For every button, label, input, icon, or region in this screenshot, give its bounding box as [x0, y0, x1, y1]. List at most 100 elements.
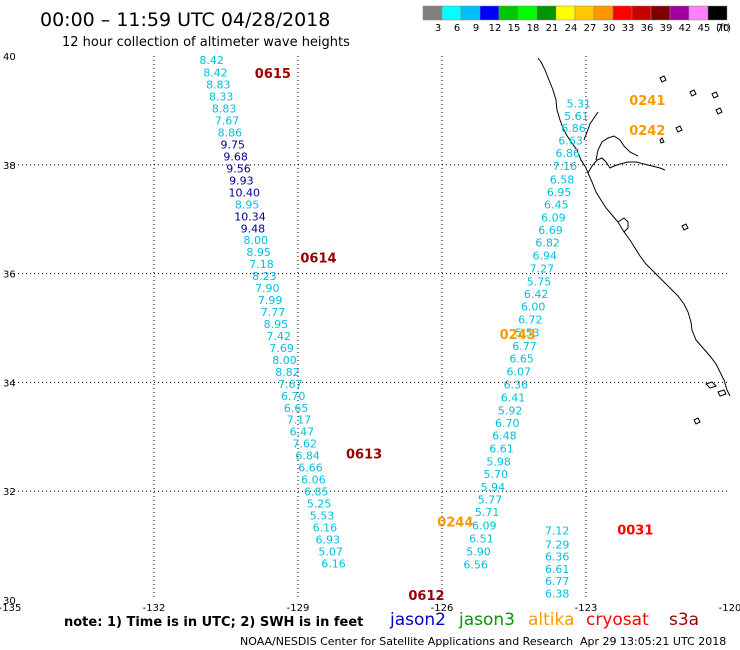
swh-value: 6.36 — [504, 378, 529, 391]
swh-value: 6.00 — [521, 301, 546, 314]
swh-value: 6.86 — [561, 122, 586, 135]
san-pablo-bay — [595, 135, 639, 161]
altimeter-tracks: 8.428.428.838.338.837.678.869.759.689.56… — [199, 54, 665, 604]
tomales-bay — [583, 111, 599, 141]
track-s3a: 8.428.428.838.338.837.678.869.759.689.56… — [199, 54, 444, 604]
swh-value: 5.70 — [484, 468, 509, 481]
swh-value: 9.48 — [241, 222, 266, 235]
x-tick-label: -123 — [575, 603, 598, 614]
color-scale-label: 6 — [454, 23, 460, 34]
lake-marker — [681, 223, 689, 231]
swh-value: 5.92 — [498, 404, 523, 417]
color-scale-swatch — [650, 5, 671, 21]
credit-text: NOAA/NESDIS Center for Satellite Applica… — [240, 635, 573, 648]
legend-jason3: jason3 — [458, 610, 515, 630]
track-cryosat: 7.127.296.366.616.776.38 0031 — [545, 524, 653, 601]
swh-value: 5.98 — [486, 456, 511, 469]
swh-value: 6.65 — [284, 402, 309, 415]
swh-value: 6.86 — [556, 147, 581, 160]
color-scale-label: 15 — [508, 23, 521, 34]
swh-value: 5.90 — [466, 545, 491, 558]
swh-value: 5.75 — [527, 276, 552, 289]
color-scale-label: 45 — [698, 23, 711, 34]
pass-label: 0612 — [408, 589, 444, 604]
swh-value: 6.70 — [495, 417, 520, 430]
lake-marker — [659, 137, 665, 144]
lake-marker — [711, 91, 719, 99]
swh-value: 6.06 — [301, 474, 326, 487]
swh-value: 6.09 — [541, 211, 566, 224]
color-scale-swatch — [555, 5, 576, 21]
y-tick-label: 36 — [3, 270, 16, 281]
color-scale-swatch — [688, 5, 709, 21]
note-text: note: 1) Time is in UTC; 2) SWH is in fe… — [64, 615, 363, 630]
color-scale-swatch — [536, 5, 557, 21]
color-scale-label: 3 — [435, 23, 441, 34]
channel-island — [693, 417, 701, 425]
swh-value: 7.67 — [278, 378, 303, 391]
legend-s3a: s3a — [669, 610, 699, 630]
page-title: 00:00 – 11:59 UTC 04/28/2018 — [40, 9, 330, 31]
swh-value: 6.16 — [313, 521, 338, 534]
x-tick-label: -135 — [0, 603, 21, 614]
swh-value: 6.07 — [507, 365, 532, 378]
color-scale-swatch — [574, 5, 595, 21]
lake-marker — [689, 89, 697, 97]
pass-label: 0243 — [500, 328, 536, 343]
swh-value: 6.95 — [547, 186, 572, 199]
color-scale-label: 42 — [679, 23, 692, 34]
color-scale-label: 39 — [660, 23, 673, 34]
swh-value: 9.68 — [223, 150, 248, 163]
swh-value: 7.67 — [215, 115, 240, 128]
swh-value: 7.29 — [545, 538, 570, 551]
swh-value: 5.61 — [564, 110, 589, 123]
swh-value: 6.82 — [535, 236, 560, 249]
legend-cryosat: cryosat — [586, 610, 649, 630]
legend-altika: altika — [528, 610, 575, 630]
swh-value: 6.61 — [545, 563, 570, 576]
color-scale-label: 9 — [473, 23, 479, 34]
swh-value: 6.93 — [316, 533, 341, 546]
pass-label: 0244 — [437, 516, 473, 531]
swh-value: 8.95 — [246, 246, 271, 259]
graticule — [10, 56, 730, 600]
lake-marker — [675, 125, 683, 133]
swh-value: 6.85 — [304, 486, 329, 499]
x-tick-label: -126 — [431, 603, 454, 614]
swh-value: 5.94 — [481, 481, 506, 494]
lake-marker — [715, 107, 723, 115]
swh-value: 6.58 — [550, 173, 575, 186]
swh-value: 8.95 — [235, 198, 260, 211]
swh-value: 6.51 — [469, 532, 494, 545]
pass-label: 0241 — [629, 94, 665, 109]
y-tick-label: 40 — [3, 52, 16, 63]
lake-marker — [659, 75, 667, 83]
swh-value: 8.82 — [275, 366, 300, 379]
swh-value: 6.36 — [545, 550, 570, 563]
swh-value: 6.70 — [281, 390, 306, 403]
swh-value: 8.83 — [206, 79, 231, 92]
color-scale-label: 21 — [546, 23, 559, 34]
pass-label: 0615 — [255, 67, 291, 82]
swh-value: 10.34 — [234, 210, 266, 223]
legend-jason2: jason2 — [389, 610, 446, 630]
color-scale-swatch — [460, 5, 481, 21]
y-tick-label: 38 — [3, 161, 16, 172]
color-scale-label: 24 — [565, 23, 578, 34]
swh-value: 6.45 — [544, 198, 569, 211]
y-tick-label: 30 — [3, 596, 16, 607]
x-tick-label: -120 — [719, 603, 740, 614]
channel-island — [705, 381, 717, 389]
map-frame — [9, 55, 731, 601]
swh-value: 9.93 — [229, 174, 254, 187]
color-scale-swatch — [631, 5, 652, 21]
color-scale-label: 18 — [527, 23, 540, 34]
swh-value: 6.47 — [290, 426, 315, 439]
y-tick-label: 34 — [3, 378, 16, 389]
channel-island — [717, 389, 727, 397]
swh-value: 6.77 — [545, 575, 570, 588]
pass-label: 0242 — [629, 124, 665, 139]
swh-value: 5.77 — [478, 494, 503, 507]
swh-value: 6.69 — [538, 224, 563, 237]
color-scale-swatch — [479, 5, 500, 21]
